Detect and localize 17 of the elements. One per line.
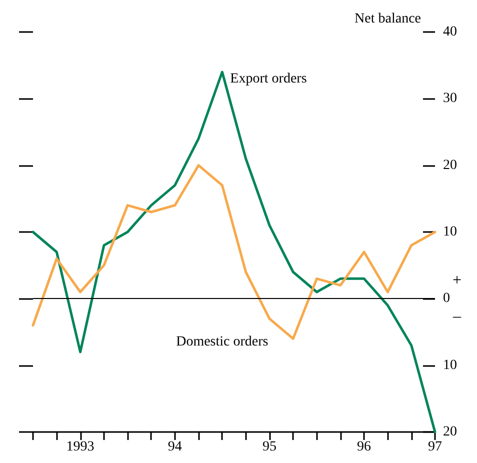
x-tick-label: 95 [262, 440, 276, 454]
y-tick-label: 10 [443, 224, 457, 240]
x-tick-label: 94 [168, 440, 182, 454]
series-label: Export orders [230, 72, 307, 86]
text: + [452, 272, 462, 290]
series-label: Domestic orders [176, 334, 268, 350]
y-tick-label: 40 [443, 24, 457, 40]
y-axis-title: Net balance [354, 12, 421, 26]
y-tick-label: 20 [443, 158, 457, 173]
y-tick-label: 0 [443, 291, 450, 306]
y-tick-label: 10 [443, 358, 457, 373]
x-tick-label: 97 [428, 440, 442, 454]
x-tick-label: 1993 [66, 440, 94, 454]
text: – [452, 308, 462, 326]
x-tick-label: 96 [357, 440, 372, 454]
y-tick-label: 30 [443, 91, 457, 106]
y-tick-label: 20 [443, 424, 457, 440]
